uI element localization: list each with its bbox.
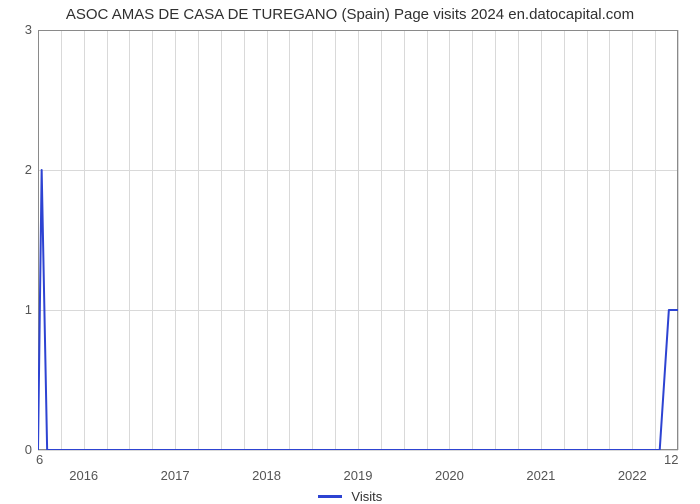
x-tick-label: 2017 xyxy=(161,468,190,483)
series-line xyxy=(38,170,678,450)
y-tick-label: 1 xyxy=(8,302,32,317)
legend: Visits xyxy=(0,488,700,504)
series-svg xyxy=(38,30,678,450)
x-tick-label: 2021 xyxy=(526,468,555,483)
x-tick-label: 2019 xyxy=(344,468,373,483)
x-tick-label: 2016 xyxy=(69,468,98,483)
legend-label: Visits xyxy=(351,489,382,504)
y-tick-label: 2 xyxy=(8,162,32,177)
x-tick-label: 2022 xyxy=(618,468,647,483)
gridline-vertical xyxy=(678,30,679,450)
gridline-horizontal xyxy=(38,450,678,451)
plot-area xyxy=(38,30,678,450)
y-tick-label: 3 xyxy=(8,22,32,37)
x-tick-label: 2018 xyxy=(252,468,281,483)
corner-label-bottom-left: 6 xyxy=(36,452,43,467)
corner-label-bottom-right: 12 xyxy=(664,452,678,467)
chart-title: ASOC AMAS DE CASA DE TUREGANO (Spain) Pa… xyxy=(0,6,700,23)
legend-swatch xyxy=(318,495,342,498)
x-tick-label: 2020 xyxy=(435,468,464,483)
chart-container: { "title": "ASOC AMAS DE CASA DE TUREGAN… xyxy=(0,0,700,500)
y-tick-label: 0 xyxy=(8,442,32,457)
